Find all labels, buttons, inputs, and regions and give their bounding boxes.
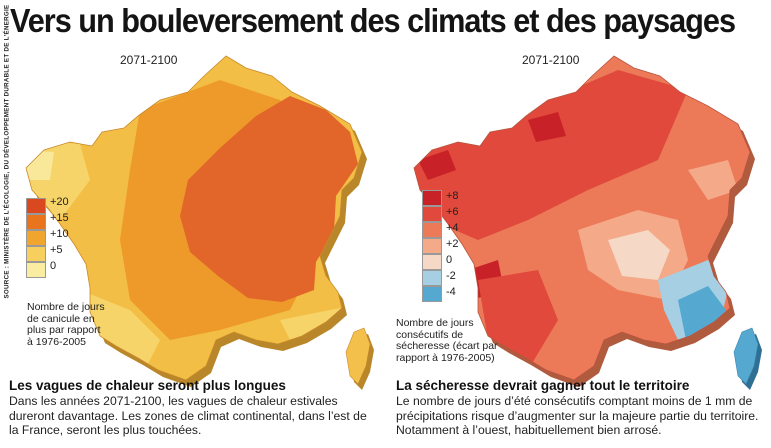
legend-swatch	[422, 286, 442, 302]
section-1-text: Dans les années 2071-2100, les vagues de…	[9, 394, 367, 437]
legend-label: +15	[50, 212, 69, 224]
section-2-text: Le nombre de jours d’été consécutifs com…	[396, 394, 759, 437]
map-2-drought-france	[413, 55, 762, 390]
legend-label: 0	[50, 260, 57, 272]
legend-swatch	[26, 198, 46, 214]
map-1-heatwave-france	[25, 55, 374, 390]
legend-swatch	[422, 254, 442, 270]
map-1-legend-caption: Nombre de jours de canicule en plus par …	[27, 301, 105, 348]
legend-label: -2	[446, 270, 456, 282]
headline: Vers un bouleversement des climats et de…	[10, 2, 736, 39]
legend-label: +20	[50, 196, 69, 208]
map-2-period: 2071-2100	[522, 53, 580, 67]
source-credit: SOURCE : MINISTÈRE DE L'ÉCOLOGIE, DU DÉV…	[3, 4, 11, 299]
legend-swatch	[422, 190, 442, 206]
legend-label: +6	[446, 206, 459, 218]
legend-swatch	[422, 206, 442, 222]
legend-label: +10	[50, 228, 69, 240]
map-2-legend: +8 +6 +4 +2 0 -2 -4	[422, 190, 482, 306]
map-1-period: 2071-2100	[120, 53, 178, 67]
section-2-title: La sécheresse devrait gagner tout le ter…	[396, 378, 690, 393]
legend-label: +5	[50, 244, 63, 256]
legend-swatch	[26, 230, 46, 246]
legend-swatch	[422, 238, 442, 254]
legend-label: +4	[446, 222, 459, 234]
legend-swatch	[422, 222, 442, 238]
legend-swatch	[26, 246, 46, 262]
map-2-legend-caption: Nombre de jours consécutifs de sécheress…	[396, 317, 498, 364]
legend-swatch	[26, 262, 46, 278]
legend-swatch	[26, 214, 46, 230]
legend-label: +2	[446, 238, 459, 250]
legend-swatch	[422, 270, 442, 286]
legend-label: -4	[446, 286, 456, 298]
legend-label: 0	[446, 254, 453, 266]
section-1-title: Les vagues de chaleur seront plus longue…	[9, 378, 286, 393]
map-1-legend: +20 +15 +10 +5 0	[26, 196, 86, 282]
legend-label: +8	[446, 190, 459, 202]
